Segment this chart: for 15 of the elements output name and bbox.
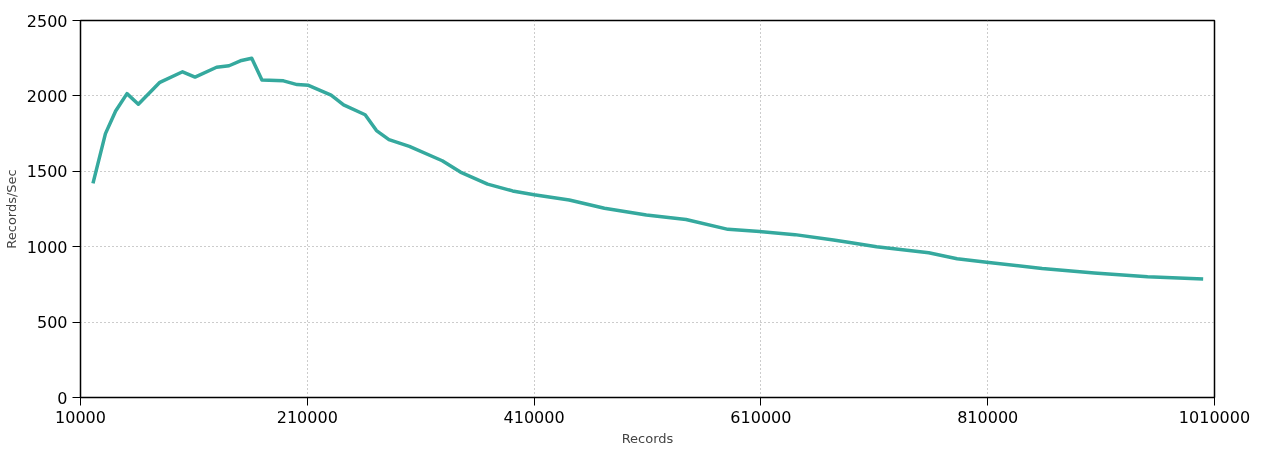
x-tick-label: 810000 [957, 407, 1019, 427]
y-tick-label: 1500 [26, 162, 68, 182]
y-tick-label: 1000 [26, 237, 68, 257]
x-tick-label: 410000 [503, 407, 565, 427]
x-tick-label: 210000 [276, 407, 338, 427]
x-axis-title: Records [621, 430, 674, 446]
y-tick-label: 0 [57, 388, 68, 408]
x-tick-label: 610000 [730, 407, 792, 427]
y-axis-title: Records/Sec [3, 169, 19, 249]
x-tick-label: 1010000 [1178, 407, 1251, 427]
y-tick-label: 500 [36, 313, 68, 333]
line-series [91, 56, 1205, 281]
y-tick-label: 2000 [26, 86, 68, 106]
y-tick-label: 2500 [26, 11, 68, 31]
x-tick-label: 10000 [55, 407, 106, 427]
